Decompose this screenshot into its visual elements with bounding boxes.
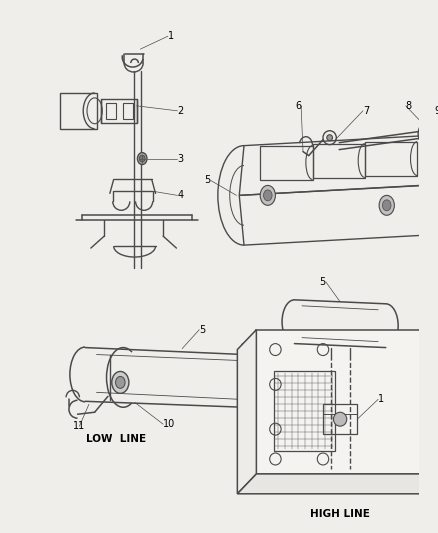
Text: 6: 6 (294, 101, 300, 111)
Bar (312, 144, 364, 179)
Bar (256, 330, 422, 474)
Text: 3: 3 (177, 154, 183, 164)
Text: 5: 5 (199, 325, 205, 335)
Text: 5: 5 (319, 277, 325, 287)
Text: 11: 11 (73, 421, 85, 431)
Ellipse shape (139, 155, 145, 162)
Ellipse shape (115, 376, 125, 389)
Bar (322, 404, 357, 434)
Text: LOW  LINE: LOW LINE (85, 434, 145, 444)
Ellipse shape (423, 128, 431, 140)
Text: 2: 2 (177, 106, 183, 116)
Polygon shape (237, 474, 438, 494)
Text: 1: 1 (167, 31, 173, 41)
Text: HIGH LINE: HIGH LINE (310, 508, 369, 519)
Bar (260, 146, 312, 181)
Text: 5: 5 (204, 175, 210, 185)
Text: 10: 10 (163, 419, 175, 429)
Ellipse shape (378, 196, 393, 215)
Text: 1: 1 (377, 394, 383, 405)
Polygon shape (422, 330, 438, 494)
Ellipse shape (112, 372, 129, 393)
Polygon shape (237, 330, 256, 494)
Ellipse shape (263, 190, 272, 201)
Ellipse shape (381, 200, 390, 211)
Text: 7: 7 (362, 106, 368, 116)
Bar (273, 372, 335, 451)
Ellipse shape (333, 412, 346, 426)
Bar (101, 99, 137, 123)
Bar (123, 103, 132, 119)
Text: 4: 4 (177, 190, 183, 200)
Text: 9: 9 (433, 106, 438, 116)
Bar (364, 142, 416, 176)
Ellipse shape (137, 152, 147, 165)
Text: 8: 8 (405, 101, 411, 111)
Ellipse shape (260, 185, 275, 205)
Ellipse shape (326, 135, 332, 141)
Bar (60, 93, 96, 129)
Bar (106, 103, 115, 119)
